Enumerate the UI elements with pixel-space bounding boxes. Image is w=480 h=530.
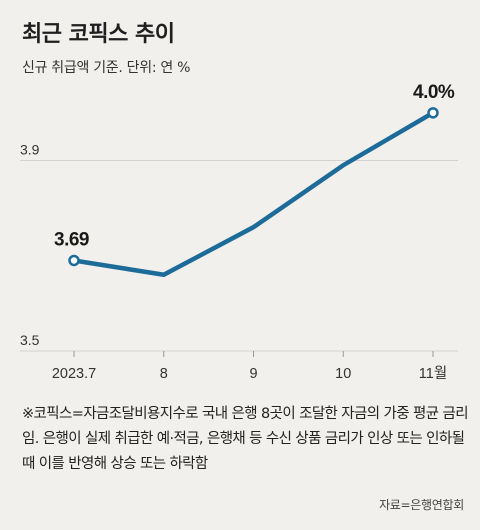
line-chart: 3.5 3.9 2023.7 8 9 10 11월 3.69 4.0%	[20, 82, 458, 382]
x-tick-label: 10	[335, 366, 351, 382]
chart-subtitle: 신규 취급액 기준. 단위: 연 %	[22, 60, 191, 76]
y-tick-label: 3.9	[20, 141, 40, 157]
data-point-marker	[68, 254, 80, 267]
data-point-marker	[427, 107, 439, 119]
x-tick-label: 9	[249, 366, 257, 382]
footnote: ※코픽스=자금조달비용지수로 국내 은행 8곳이 조달한 자금의 가중 평균 금…	[22, 406, 469, 472]
x-tick-label: 2023.7	[52, 366, 96, 382]
data-label: 3.69	[54, 229, 89, 250]
series-line	[71, 110, 436, 278]
chart-title: 최근 코픽스 추이	[22, 22, 175, 47]
x-tick-label: 11월	[419, 365, 447, 382]
source-credit: 자료=은행연합회	[379, 498, 464, 512]
data-label: 4.0%	[413, 82, 455, 103]
y-tick-label: 3.5	[20, 332, 40, 348]
x-tick-label: 8	[160, 366, 168, 382]
